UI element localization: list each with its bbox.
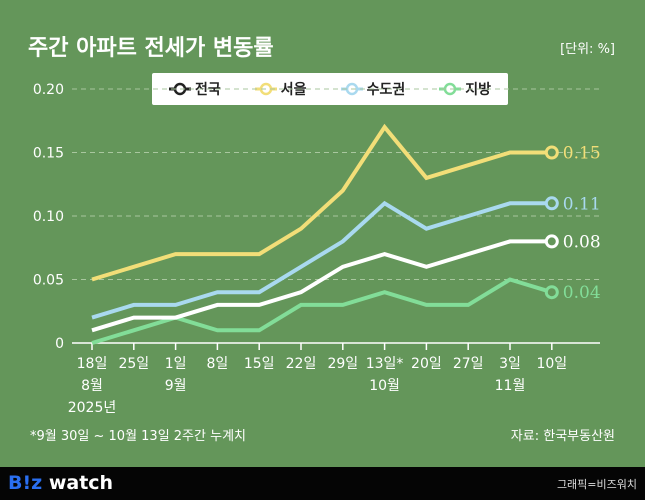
series-line-수도권 <box>91 200 552 320</box>
end-marker <box>544 145 559 160</box>
legend-label: 서울 <box>280 82 307 98</box>
bizwatch-logo: B!z watch <box>8 472 114 494</box>
y-tick-label: 0.20 <box>33 82 64 98</box>
end-marker <box>544 285 559 300</box>
end-value-label: 0.11 <box>563 194 601 214</box>
x-tick-label: 1일 <box>165 356 187 372</box>
month-label: 8월 <box>81 378 103 394</box>
footnote: *9월 30일 ~ 10월 13일 2주간 누계치 <box>30 429 246 444</box>
x-tick-label: 29일 <box>327 356 358 372</box>
line-chart: 0 0.05 0.10 0.15 0.20 18일 25일 1일 8일 15일 22일 29일 13일*… <box>33 82 601 416</box>
legend-label: 수도권 <box>366 82 406 98</box>
x-tick-label: 18일 <box>77 356 108 372</box>
x-tick-label: 20일 <box>411 356 442 372</box>
y-tick-label: 0.10 <box>33 209 64 225</box>
month-label: 11월 <box>495 378 526 394</box>
x-tick-label: 22일 <box>286 356 317 372</box>
end-marker <box>544 234 559 249</box>
legend-item: 전국 <box>169 79 221 99</box>
legend-label: 지방 <box>465 82 491 98</box>
series-line-전국 <box>91 239 552 333</box>
x-tick-label: 8일 <box>207 356 229 372</box>
end-value-label: 0.15 <box>563 144 601 164</box>
footer: B!z watch 그래픽=비즈워치 <box>0 467 645 500</box>
y-tick-label: 0.05 <box>33 273 64 289</box>
x-tick-label: 10일 <box>536 356 567 372</box>
month-label: 10월 <box>369 378 400 394</box>
graphic-credit: 그래픽=비즈워치 <box>556 478 637 491</box>
end-value-label: 0.08 <box>563 232 601 252</box>
end-value-label: 0.04 <box>563 283 601 303</box>
series-line-지방 <box>91 277 553 345</box>
x-tick-label: 27일 <box>453 356 484 372</box>
year-label: 2025년 <box>68 400 117 416</box>
chart-title: 주간 아파트 전세가 변동률 <box>28 36 274 61</box>
end-marker <box>544 196 559 211</box>
legend-label: 전국 <box>195 82 221 98</box>
y-tick-label: 0.15 <box>33 146 64 162</box>
x-tick-label: 15일 <box>244 356 275 372</box>
series-line-서울 <box>91 123 552 282</box>
y-tick-label: 0 <box>55 336 64 352</box>
x-tick-label: 25일 <box>118 356 149 372</box>
month-label: 9월 <box>165 378 187 394</box>
source: 자료: 한국부동산원 <box>510 429 615 444</box>
x-tick-label: 13일* <box>366 356 404 372</box>
unit-label: [단위: %] <box>560 42 615 57</box>
x-tick-label: 3일 <box>499 356 521 372</box>
